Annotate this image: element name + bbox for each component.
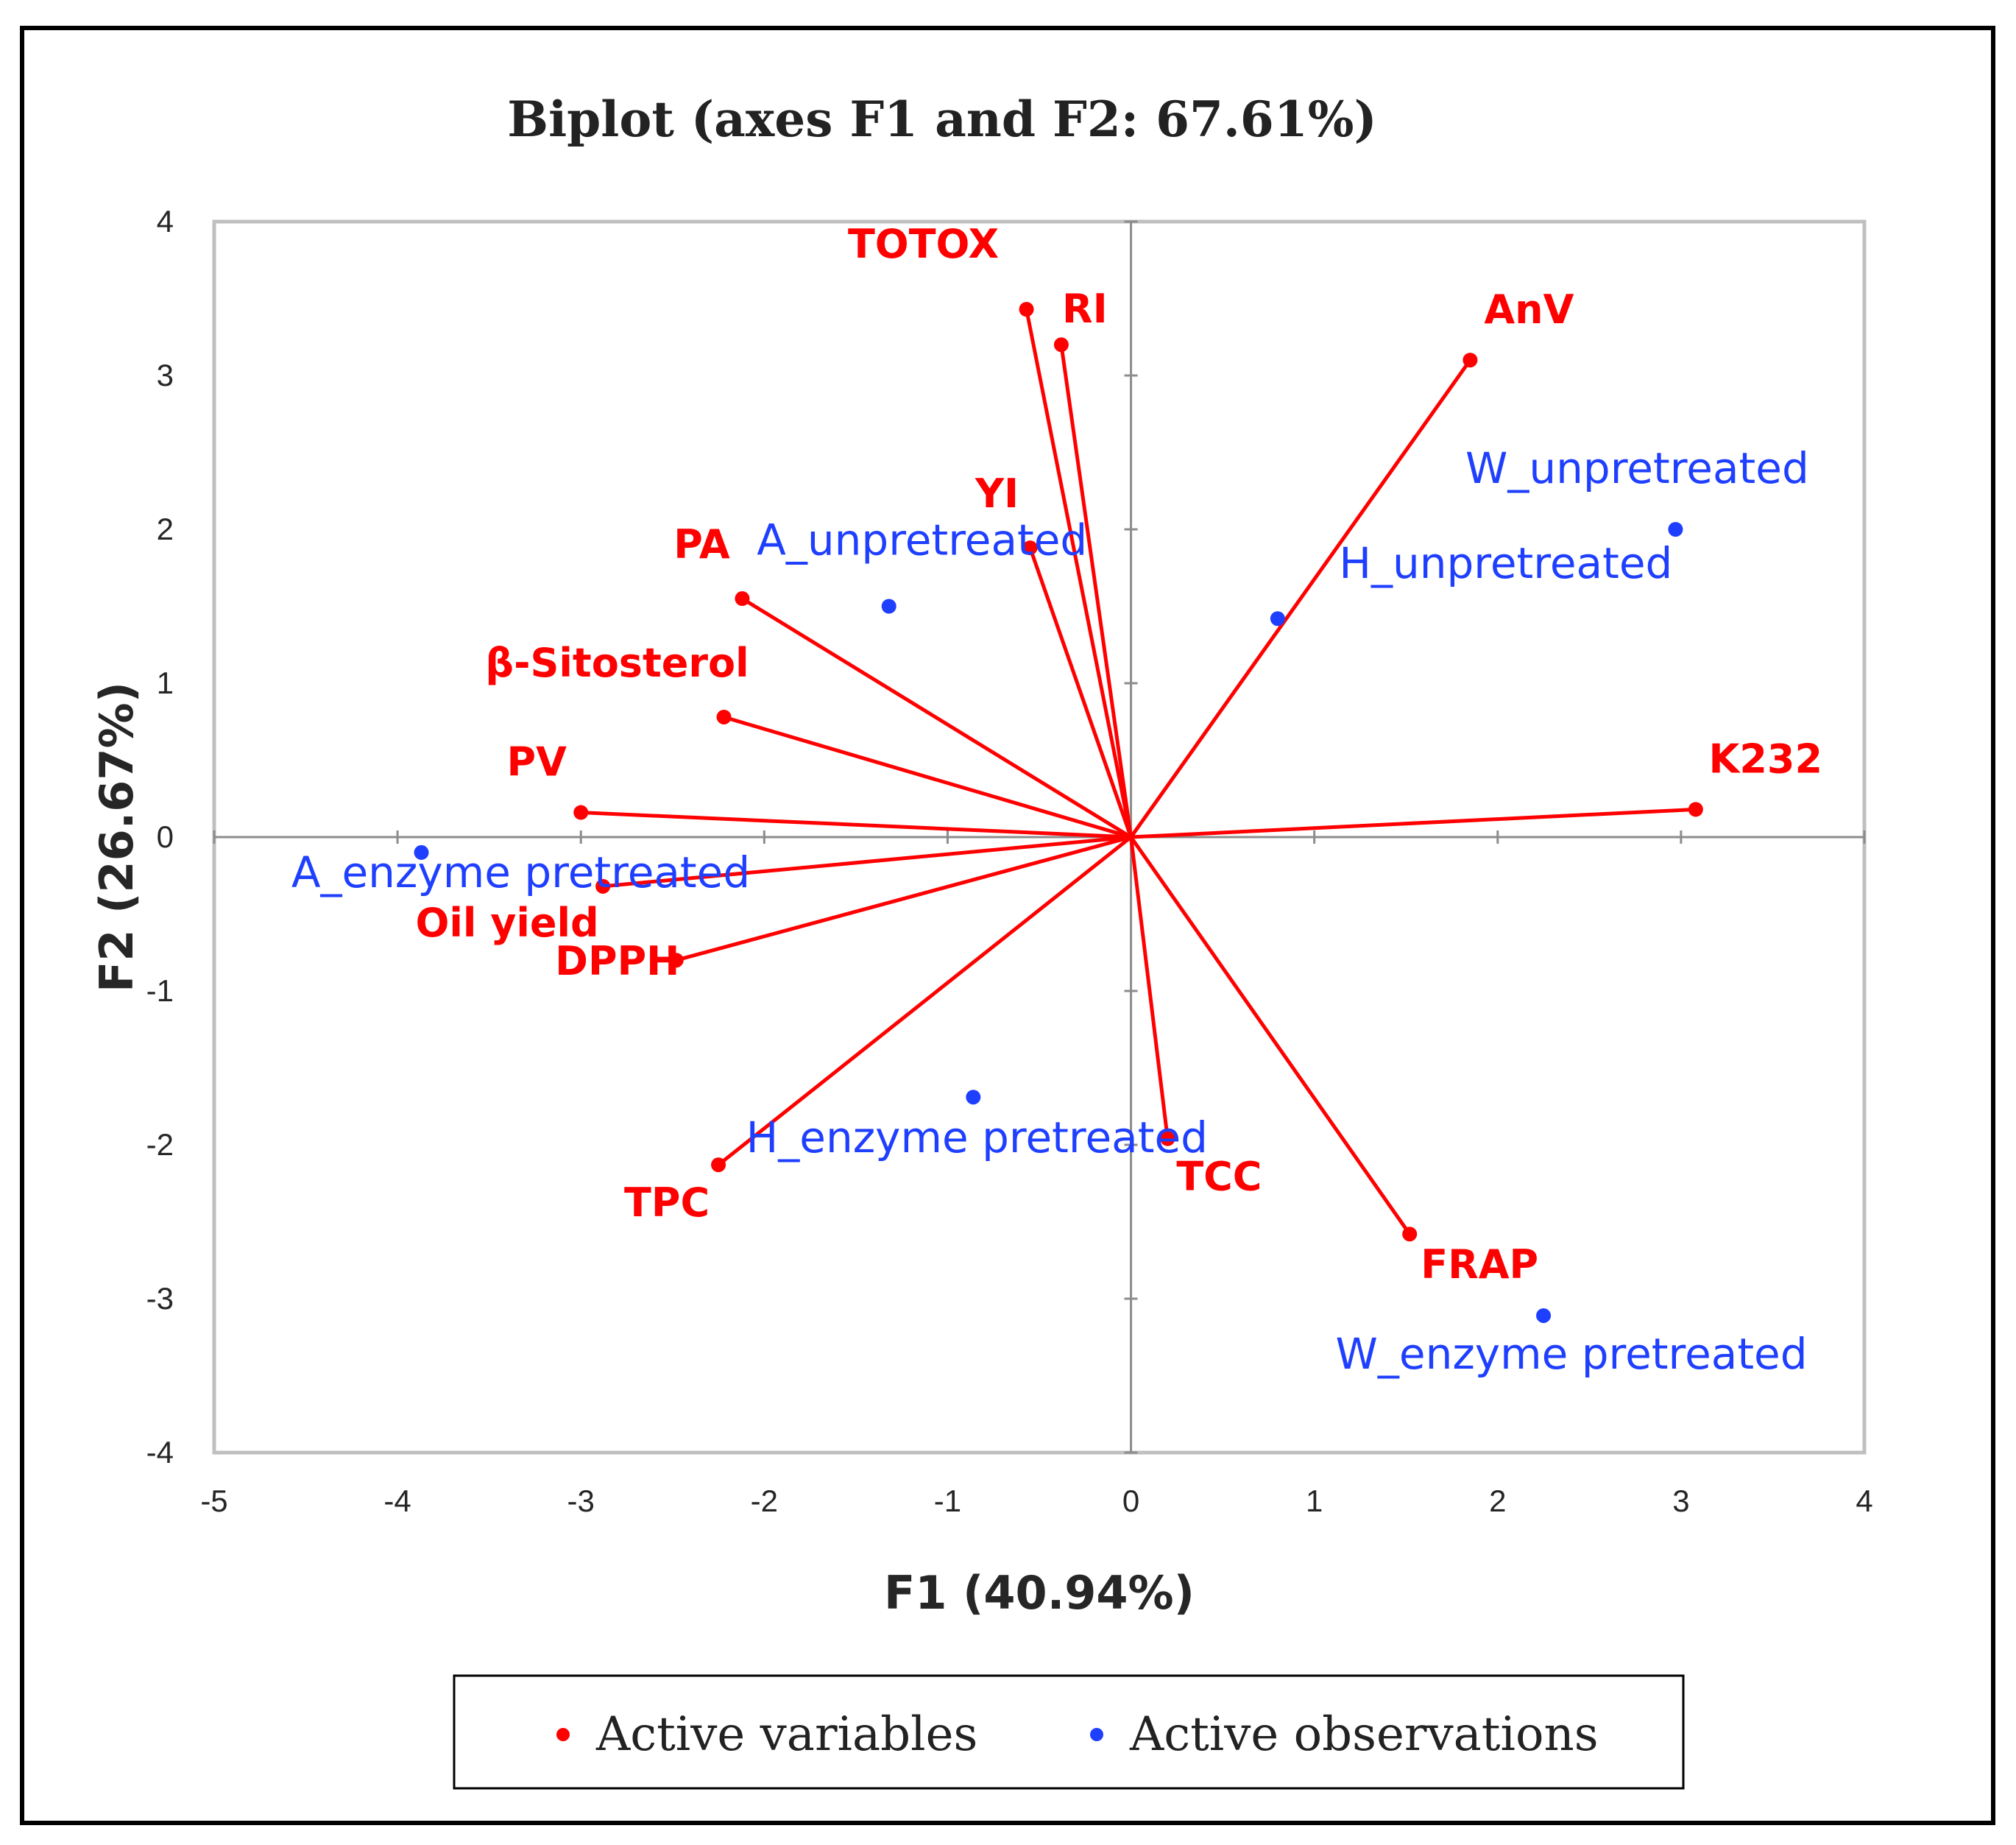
x-tick-label: 1 — [1306, 1484, 1323, 1518]
legend: Active variables Active observations — [453, 1674, 1685, 1790]
y-tick-label: -2 — [146, 1127, 174, 1162]
y-tick-label: 0 — [157, 819, 174, 854]
vector-point-k232 — [1688, 802, 1703, 817]
x-tick-label: -3 — [567, 1484, 595, 1518]
vector-yi — [1028, 547, 1133, 838]
variable-label-k232: K232 — [1709, 735, 1823, 782]
observation-label-w-unpretreated: W_unpretreated — [1465, 443, 1809, 493]
vector-sitosterol — [723, 715, 1132, 839]
x-tick-label: -5 — [200, 1484, 227, 1518]
vector-point-tpc — [711, 1157, 726, 1173]
observation-point-w-unpretreated — [1668, 522, 1683, 537]
x-tick-labels: -5 -4 -3 -2 -1 0 1 2 3 4 — [200, 1484, 1872, 1518]
observation-point-a-enzyme-pretreated — [414, 844, 429, 860]
variable-label-pv: PV — [507, 739, 567, 786]
observation-point-w-enzyme-pretreated — [1536, 1308, 1552, 1323]
y-tick-label: 1 — [157, 666, 174, 700]
y-tick-label: 3 — [157, 358, 174, 392]
y-tick-label: -3 — [146, 1281, 174, 1316]
x-tick-label: -2 — [751, 1484, 778, 1518]
legend-entry-variables: Active variables — [595, 1707, 977, 1762]
vector-point-tcc — [1160, 1131, 1175, 1146]
vector-point-oil-yield — [595, 878, 611, 894]
observation-label-h-enzyme-pretreated: H_enzyme pretreated — [746, 1112, 1208, 1163]
legend-box — [453, 1674, 1685, 1790]
vector-point-dpph — [668, 953, 684, 968]
y-tick-label: -1 — [146, 973, 174, 1008]
y-axis-title: F2 (26.67%) — [90, 682, 144, 992]
vector-k232 — [1131, 807, 1696, 839]
variable-label-tpc: TPC — [624, 1179, 710, 1226]
legend-entry-observations: Active observations — [1129, 1707, 1599, 1762]
observation-point-h-unpretreated — [1270, 611, 1285, 627]
x-tick-label: -1 — [934, 1484, 961, 1518]
x-axis-title: F1 (40.94%) — [884, 1566, 1195, 1620]
variable-label-pa: PA — [673, 521, 730, 568]
vector-point-sitosterol — [716, 709, 732, 724]
observation-points — [414, 522, 1683, 1323]
variable-label-oil-yield: Oil yield — [415, 900, 598, 946]
vector-point-totox — [1019, 302, 1034, 317]
vector-tpc — [717, 836, 1133, 1167]
vector-point-pa — [735, 591, 750, 607]
legend-marker-observations — [1090, 1728, 1103, 1741]
observation-label-a-unpretreated: A_unpretreated — [757, 515, 1087, 565]
x-tick-label: 0 — [1122, 1484, 1139, 1518]
vector-point-anv — [1463, 353, 1478, 368]
vector-totox — [1025, 308, 1133, 838]
variable-label-ri: RI — [1062, 286, 1108, 332]
vector-tcc — [1129, 836, 1170, 1139]
variable-label-frap: FRAP — [1421, 1241, 1538, 1288]
vector-point-ri — [1053, 337, 1069, 353]
vector-dpph — [676, 835, 1132, 962]
x-tick-label: 3 — [1672, 1484, 1689, 1518]
vector-pv — [581, 811, 1131, 839]
observation-point-a-unpretreated — [881, 599, 896, 614]
variable-label-anv: AnV — [1484, 286, 1574, 333]
observation-point-h-enzyme-pretreated — [966, 1090, 981, 1105]
variable-label-sitosterol: β-Sitosterol — [485, 640, 749, 686]
variable-vectors — [573, 302, 1703, 1242]
vector-point-yi — [1022, 540, 1038, 556]
vector-point-frap — [1402, 1227, 1418, 1242]
y-tick-label: 2 — [157, 512, 174, 546]
observation-label-w-enzyme-pretreated: W_enzyme pretreated — [1336, 1329, 1808, 1379]
y-tick-labels: -4 -3 -2 -1 0 1 2 3 4 — [146, 204, 174, 1470]
observation-label-h-unpretreated: H_unpretreated — [1339, 538, 1672, 588]
vector-oil-yield — [602, 835, 1131, 889]
variable-label-yi: YI — [975, 470, 1019, 517]
y-tick-label: -4 — [146, 1435, 174, 1470]
x-tick-label: 4 — [1856, 1484, 1872, 1518]
y-tick-label: 4 — [157, 204, 174, 239]
vector-pa — [741, 596, 1132, 839]
legend-marker-variables — [556, 1728, 570, 1741]
observation-label-a-enzyme-pretreated: A_enzyme pretreated — [291, 847, 750, 897]
vector-anv — [1129, 359, 1472, 839]
vector-ri — [1059, 344, 1133, 838]
x-tick-label: 2 — [1489, 1484, 1506, 1518]
vector-frap — [1129, 836, 1412, 1235]
vector-point-pv — [573, 805, 589, 820]
chart-title: Biplot (axes F1 and F2: 67.61%) — [507, 91, 1376, 148]
x-tick-label: -4 — [383, 1484, 411, 1518]
variable-label-totox: TOTOX — [848, 221, 999, 267]
variable-labels: TOTOX RI AnV YI PA β-Sitosterol PV K232 Oil yiel… — [415, 221, 1822, 1288]
variable-label-tcc: TCC — [1176, 1154, 1262, 1200]
observation-labels: W_unpretreated H_unpretreated A_unpretreat… — [291, 443, 1809, 1379]
figure-frame — [20, 26, 1995, 1825]
variable-label-dpph: DPPH — [555, 938, 679, 984]
